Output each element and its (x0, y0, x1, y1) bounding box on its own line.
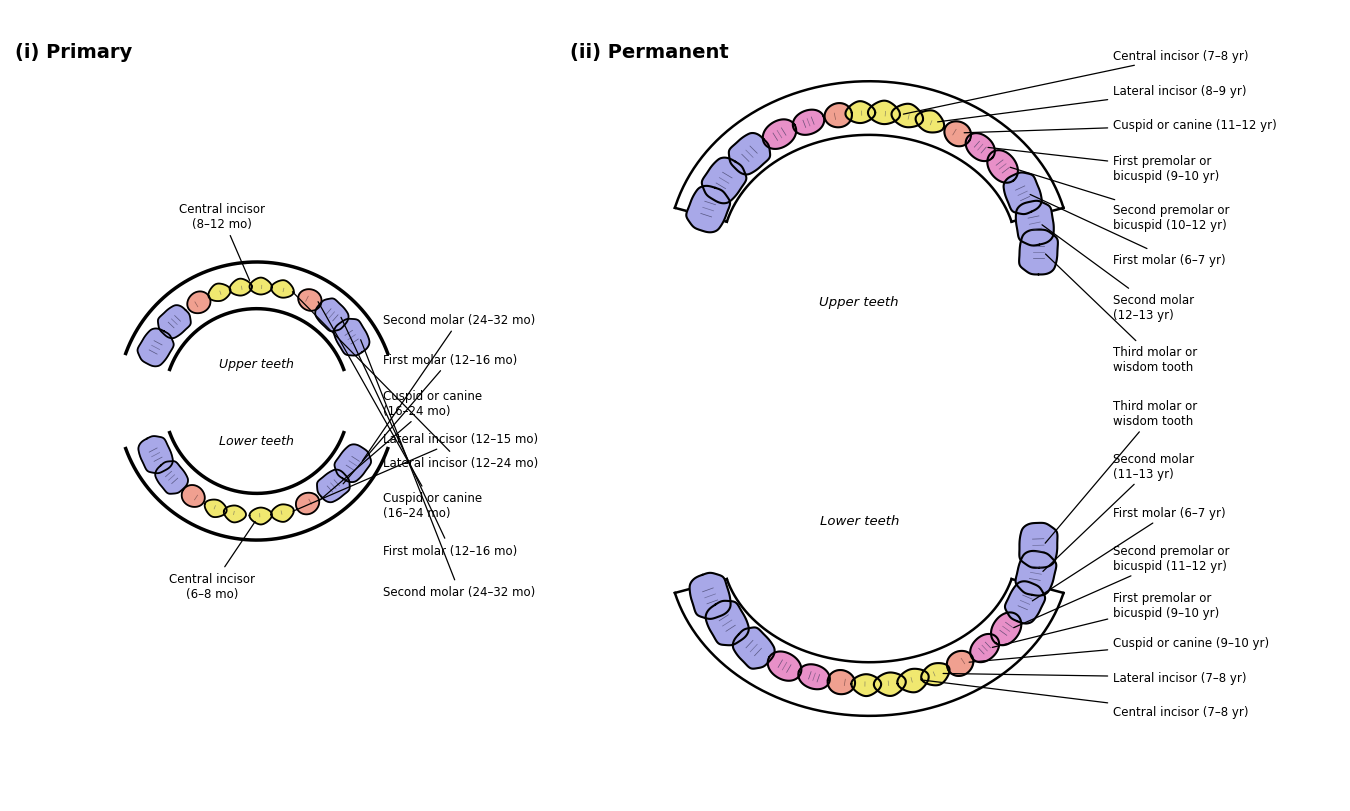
Polygon shape (686, 187, 730, 233)
Polygon shape (271, 281, 294, 298)
Polygon shape (987, 151, 1018, 183)
Polygon shape (898, 669, 929, 693)
Polygon shape (335, 444, 371, 483)
Text: Central incisor
(6–8 mo): Central incisor (6–8 mo) (169, 521, 255, 600)
Text: Second molar
(11–13 yr): Second molar (11–13 yr) (1044, 452, 1195, 572)
Polygon shape (921, 663, 949, 685)
Text: Upper teeth: Upper teeth (219, 358, 294, 371)
Polygon shape (706, 601, 749, 646)
Polygon shape (733, 628, 775, 669)
Polygon shape (182, 486, 205, 507)
Polygon shape (1004, 581, 1045, 624)
Polygon shape (224, 506, 246, 523)
Text: Cuspid or canine (11–12 yr): Cuspid or canine (11–12 yr) (964, 119, 1277, 134)
Polygon shape (868, 101, 900, 125)
Text: (i) Primary: (i) Primary (15, 42, 132, 62)
Polygon shape (1015, 551, 1056, 596)
Text: Lateral incisor (12–15 mo): Lateral incisor (12–15 mo) (293, 433, 539, 512)
Text: Second molar (24–32 mo): Second molar (24–32 mo) (362, 314, 536, 461)
Polygon shape (852, 675, 882, 696)
Text: Third molar or
wisdom tooth: Third molar or wisdom tooth (1045, 400, 1197, 543)
Text: Cuspid or canine
(16–24 mo): Cuspid or canine (16–24 mo) (319, 389, 482, 501)
Polygon shape (891, 105, 923, 128)
Polygon shape (729, 134, 769, 175)
Polygon shape (763, 120, 796, 150)
Polygon shape (945, 122, 971, 147)
Text: Central incisor
(8–12 mo): Central incisor (8–12 mo) (178, 203, 265, 281)
Text: Cuspid or canine (9–10 yr): Cuspid or canine (9–10 yr) (969, 636, 1269, 663)
Polygon shape (991, 612, 1022, 646)
Text: Central incisor (7–8 yr): Central incisor (7–8 yr) (903, 49, 1249, 115)
Polygon shape (971, 634, 999, 663)
Polygon shape (825, 104, 852, 128)
Text: Lateral incisor (7–8 yr): Lateral incisor (7–8 yr) (944, 671, 1246, 684)
Text: Upper teeth: Upper teeth (819, 296, 899, 309)
Text: Lateral incisor (8–9 yr): Lateral incisor (8–9 yr) (938, 84, 1246, 122)
Text: Lower teeth: Lower teeth (819, 514, 899, 527)
Polygon shape (1019, 523, 1057, 569)
Text: Second molar
(12–13 yr): Second molar (12–13 yr) (1042, 225, 1195, 321)
Polygon shape (965, 134, 995, 162)
Text: Second premolar or
bicuspid (11–12 yr): Second premolar or bicuspid (11–12 yr) (1014, 544, 1230, 628)
Polygon shape (271, 504, 294, 522)
Text: First molar (12–16 mo): First molar (12–16 mo) (343, 354, 517, 484)
Polygon shape (690, 573, 730, 619)
Polygon shape (250, 508, 271, 525)
Polygon shape (317, 470, 350, 503)
Polygon shape (298, 290, 321, 311)
Polygon shape (1015, 202, 1054, 247)
Polygon shape (250, 278, 271, 295)
Text: Lateral incisor (12–24 mo): Lateral incisor (12–24 mo) (293, 292, 539, 470)
Polygon shape (230, 279, 252, 296)
Polygon shape (158, 306, 190, 339)
Polygon shape (873, 672, 906, 696)
Text: First premolar or
bicuspid (9–10 yr): First premolar or bicuspid (9–10 yr) (992, 591, 1219, 648)
Polygon shape (155, 461, 188, 494)
Polygon shape (1003, 174, 1042, 215)
Polygon shape (675, 82, 1064, 222)
Polygon shape (946, 651, 973, 676)
Polygon shape (205, 500, 227, 517)
Polygon shape (702, 158, 747, 204)
Polygon shape (208, 284, 231, 302)
Polygon shape (139, 436, 173, 474)
Text: First molar (6–7 yr): First molar (6–7 yr) (1033, 506, 1226, 601)
Polygon shape (126, 433, 387, 540)
Text: Central incisor (7–8 yr): Central incisor (7–8 yr) (921, 680, 1249, 719)
Polygon shape (828, 670, 855, 694)
Polygon shape (1019, 230, 1058, 275)
Polygon shape (798, 664, 830, 689)
Polygon shape (768, 652, 802, 681)
Polygon shape (315, 299, 348, 332)
Polygon shape (296, 493, 319, 515)
Polygon shape (675, 579, 1064, 716)
Text: First premolar or
bicuspid (9–10 yr): First premolar or bicuspid (9–10 yr) (988, 148, 1219, 182)
Text: Cuspid or canine
(16–24 mo): Cuspid or canine (16–24 mo) (319, 303, 482, 520)
Text: First molar (6–7 yr): First molar (6–7 yr) (1030, 195, 1226, 266)
Text: (ii) Permanent: (ii) Permanent (571, 42, 729, 62)
Polygon shape (138, 329, 174, 367)
Polygon shape (126, 263, 387, 370)
Text: Second molar (24–32 mo): Second molar (24–32 mo) (360, 341, 536, 599)
Text: Lower teeth: Lower teeth (219, 435, 294, 448)
Polygon shape (333, 320, 370, 356)
Polygon shape (845, 102, 875, 124)
Polygon shape (915, 111, 944, 133)
Text: First molar (12–16 mo): First molar (12–16 mo) (342, 318, 517, 557)
Polygon shape (188, 292, 211, 314)
Polygon shape (792, 110, 825, 135)
Text: Third molar or
wisdom tooth: Third molar or wisdom tooth (1045, 255, 1197, 374)
Text: Second premolar or
bicuspid (10–12 yr): Second premolar or bicuspid (10–12 yr) (1010, 168, 1230, 232)
